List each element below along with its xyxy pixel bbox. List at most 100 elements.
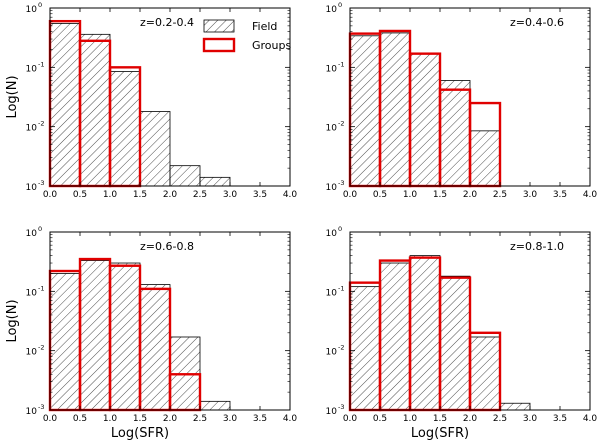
x-tick-label: 4.0 — [283, 414, 298, 424]
field-bar — [139, 111, 171, 187]
redshift-annotation: z=0.4-0.6 — [510, 16, 564, 29]
x-tick-label: 2.0 — [163, 414, 178, 424]
legend-groups-swatch — [202, 37, 236, 53]
field-bar — [169, 165, 201, 187]
y-tick-exponent: -2 — [38, 120, 44, 128]
y-tick-label: 10 — [326, 348, 338, 358]
x-tick-label: 0.0 — [43, 414, 58, 424]
y-tick-exponent: -3 — [38, 179, 44, 187]
y-axis-title: Log(N) — [5, 299, 20, 342]
field-bar — [349, 286, 381, 411]
y-tick-exponent: -1 — [38, 284, 44, 292]
y-tick-exponent: -3 — [338, 403, 344, 411]
x-tick-label: 2.5 — [193, 414, 207, 424]
legend-field-label: Field — [252, 20, 277, 33]
redshift-annotation: z=0.6-0.8 — [140, 240, 194, 253]
y-tick-label: 10 — [26, 288, 38, 298]
legend: Field Groups — [202, 19, 291, 53]
field-bar — [409, 53, 441, 187]
x-tick-label: 1.5 — [433, 414, 447, 424]
x-tick-label: 2.5 — [493, 190, 507, 200]
x-tick-label: 1.5 — [133, 414, 147, 424]
y-tick-label: 10 — [326, 229, 338, 239]
y-tick-exponent: -3 — [38, 403, 44, 411]
x-tick-label: 4.0 — [583, 190, 598, 200]
y-tick-exponent: -2 — [38, 344, 44, 352]
y-tick-label: 10 — [26, 348, 38, 358]
field-bar — [199, 400, 231, 411]
field-bar — [469, 336, 501, 411]
y-tick-exponent: -1 — [338, 284, 344, 292]
field-bar — [199, 176, 231, 187]
x-tick-label: 2.0 — [463, 190, 478, 200]
field-bar — [79, 260, 111, 411]
x-tick-label: 0.5 — [373, 414, 387, 424]
x-tick-label: 2.0 — [463, 414, 478, 424]
y-axis-title: Log(N) — [5, 75, 20, 118]
y-tick-label: 10 — [26, 183, 38, 193]
x-tick-label: 1.0 — [103, 190, 118, 200]
legend-groups-label: Groups — [252, 39, 291, 52]
field-bar — [109, 71, 141, 187]
field-bar — [349, 35, 381, 187]
y-tick-exponent: -2 — [338, 344, 344, 352]
field-bar — [409, 255, 441, 411]
x-tick-label: 0.0 — [343, 414, 358, 424]
field-bar — [469, 130, 501, 187]
legend-field-swatch — [203, 19, 235, 33]
panel-2: 0.0 0.5 1.0 1.5 2.0 2.5 3.0 3.5 4.010 010 -110-210… — [326, 1, 598, 200]
field-bar — [439, 275, 471, 411]
y-tick-label: 10 — [26, 124, 38, 134]
redshift-annotation: z=0.2-0.4 — [140, 16, 194, 29]
field-bar — [379, 262, 411, 411]
x-tick-label: 3.5 — [553, 414, 567, 424]
y-tick-exponent: -1 — [338, 60, 344, 68]
x-tick-label: 1.5 — [433, 190, 447, 200]
x-tick-label: 2.0 — [163, 190, 178, 200]
field-bar — [79, 33, 111, 187]
x-tick-label: 1.0 — [403, 414, 418, 424]
x-tick-label: 1.0 — [403, 190, 418, 200]
panel-1: 0.0 0.5 1.0 1.5 2.0 2.5 3.0 3.5 4.010 010 -110-210… — [5, 1, 297, 200]
x-tick-label: 1.0 — [103, 414, 118, 424]
y-tick-label: 10 — [26, 407, 38, 417]
y-tick-label: 10 — [26, 64, 38, 74]
x-tick-label: 0.0 — [343, 190, 358, 200]
field-bar — [439, 80, 471, 187]
y-tick-label: 10 — [26, 229, 38, 239]
y-tick-exponent: -1 — [38, 60, 44, 68]
x-tick-label: 4.0 — [583, 414, 598, 424]
y-tick-exponent: -3 — [338, 179, 344, 187]
y-tick-label: 10 — [326, 183, 338, 193]
x-tick-label: 3.5 — [253, 414, 267, 424]
x-tick-label: 0.5 — [73, 190, 87, 200]
x-tick-label: 2.5 — [193, 190, 207, 200]
field-bar — [109, 262, 141, 411]
x-tick-label: 3.5 — [553, 190, 567, 200]
x-tick-label: 2.5 — [493, 414, 507, 424]
y-tick-label: 10 — [326, 407, 338, 417]
x-tick-label: 3.0 — [223, 190, 238, 200]
field-bar — [49, 23, 81, 187]
x-tick-label: 0.5 — [73, 414, 87, 424]
x-tick-label: 1.5 — [133, 190, 147, 200]
x-tick-label: 0.5 — [373, 190, 387, 200]
y-tick-label: 10 — [26, 5, 38, 15]
field-bar — [379, 32, 411, 187]
y-tick-exponent: 0 — [38, 1, 42, 9]
x-tick-label: 3.5 — [253, 190, 267, 200]
x-tick-label: 4.0 — [283, 190, 298, 200]
x-tick-label: 3.0 — [223, 414, 238, 424]
y-tick-exponent: 0 — [338, 225, 342, 233]
x-tick-label: 0.0 — [43, 190, 58, 200]
x-axis-title: Log(SFR) — [111, 426, 169, 441]
field-bar — [499, 402, 531, 411]
y-tick-label: 10 — [326, 124, 338, 134]
y-tick-exponent: 0 — [38, 225, 42, 233]
redshift-annotation: z=0.8-1.0 — [510, 240, 564, 253]
field-bar — [49, 273, 81, 411]
y-tick-exponent: 0 — [338, 1, 342, 9]
x-tick-label: 3.0 — [523, 414, 538, 424]
